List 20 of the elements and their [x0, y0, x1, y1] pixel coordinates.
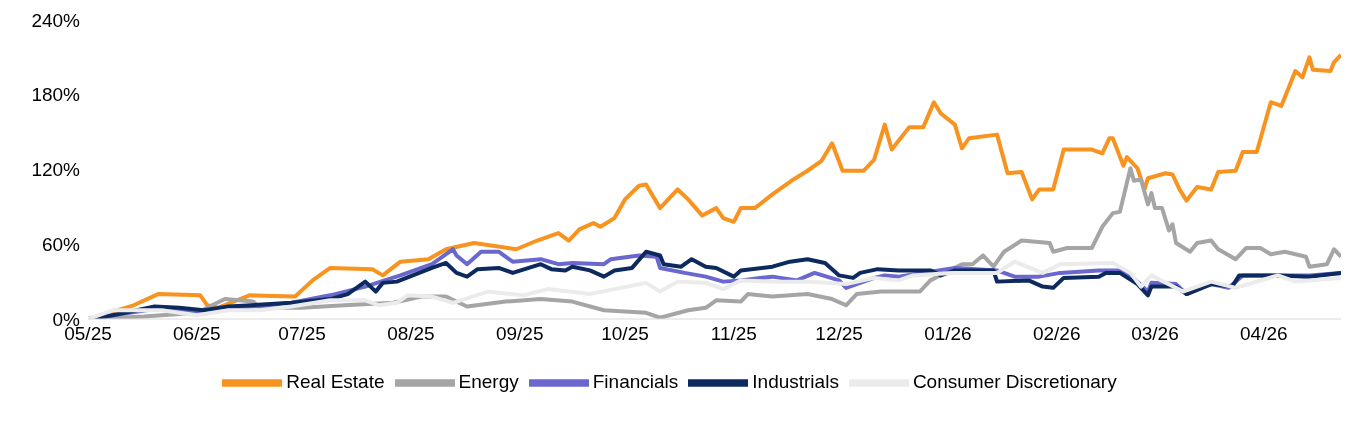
x-tick-label: 06/25	[173, 323, 221, 345]
y-tick-label: 120%	[31, 159, 81, 181]
legend-label: Real Estate	[286, 371, 385, 393]
x-tick-label: 08/25	[387, 323, 435, 345]
x-tick-label: 12/25	[815, 323, 863, 345]
x-tick-label: 10/25	[601, 323, 649, 345]
x-tick-label: 01/26	[924, 323, 972, 345]
x-tick-label: 11/25	[710, 323, 757, 345]
x-tick-label: 09/25	[495, 323, 544, 345]
y-tick-label: 240%	[31, 9, 81, 31]
x-tick-label: 07/25	[278, 323, 326, 345]
legend-label: Consumer Discretionary	[912, 371, 1117, 393]
legend-label: Energy	[458, 371, 519, 393]
y-tick-label: 60%	[41, 233, 81, 255]
x-tick-label: 04/26	[1240, 323, 1288, 345]
legend-label: Industrials	[752, 371, 839, 393]
x-tick-label: 02/26	[1032, 323, 1081, 345]
x-tick-label: 03/26	[1131, 323, 1179, 345]
legend-label: Financials	[592, 371, 679, 393]
y-tick-label: 180%	[31, 84, 81, 106]
